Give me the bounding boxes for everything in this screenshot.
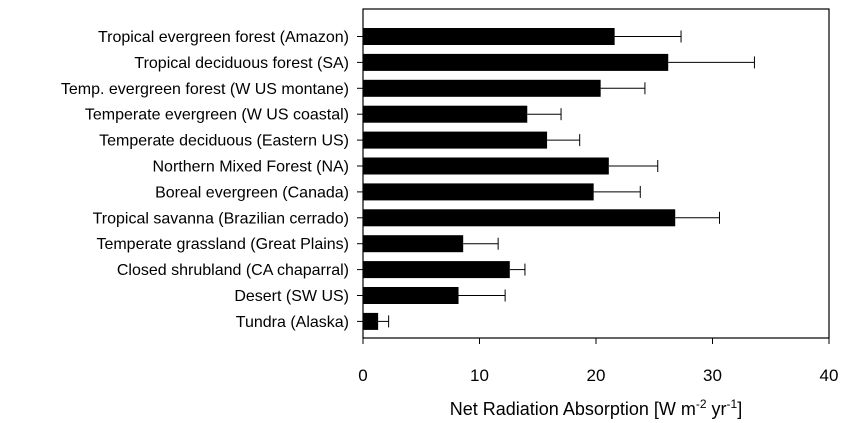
bar (363, 209, 676, 227)
x-axis-title: Net Radiation Absorption [W m-2 yr-1] (450, 397, 742, 419)
x-axis-title-sup-1: -2 (696, 397, 707, 411)
category-label: Temperate deciduous (Eastern US) (99, 133, 349, 150)
bar (363, 53, 669, 71)
bars (363, 28, 676, 330)
x-axis-title-mid: yr (707, 399, 727, 419)
category-label: Temperate evergreen (W US coastal) (85, 107, 349, 124)
x-axis-title-sup-2: -1 (727, 397, 738, 411)
x-axis-title-main: Net Radiation Absorption [W m (450, 399, 696, 419)
category-label: Temperate grassland (Great Plains) (96, 236, 349, 253)
x-tick-label: 0 (358, 366, 367, 385)
x-tick-label: 40 (820, 366, 839, 385)
x-axis-title-end: ] (737, 399, 742, 419)
category-labels: Tropical evergreen forest (Amazon) Tropic… (61, 29, 363, 331)
bar (363, 287, 459, 304)
x-axis-ticks: 0 10 20 30 40 (358, 338, 838, 385)
x-tick-label: 30 (703, 366, 722, 385)
category-label: Tropical deciduous forest (SA) (134, 55, 349, 72)
bar (363, 157, 609, 175)
error-bars (378, 30, 755, 328)
category-label: Tropical savanna (Brazilian cerrado) (93, 210, 349, 227)
category-label: Tropical evergreen forest (Amazon) (98, 29, 349, 46)
category-label: Tundra (Alaska) (236, 314, 349, 331)
bar (363, 79, 601, 97)
category-label: Closed shrubland (CA chaparral) (117, 262, 349, 279)
bar (363, 235, 464, 253)
bar (363, 28, 615, 45)
category-label: Desert (SW US) (234, 288, 349, 305)
bar (363, 105, 528, 123)
bar (363, 183, 594, 201)
x-tick-label: 10 (470, 366, 489, 385)
x-tick-label: 20 (587, 366, 606, 385)
bar (363, 261, 510, 279)
bar (363, 312, 379, 330)
category-label: Northern Mixed Forest (NA) (153, 159, 350, 176)
bar (363, 131, 548, 149)
category-label: Boreal evergreen (Canada) (155, 184, 349, 201)
category-label: Temp. evergreen forest (W US montane) (61, 81, 349, 98)
